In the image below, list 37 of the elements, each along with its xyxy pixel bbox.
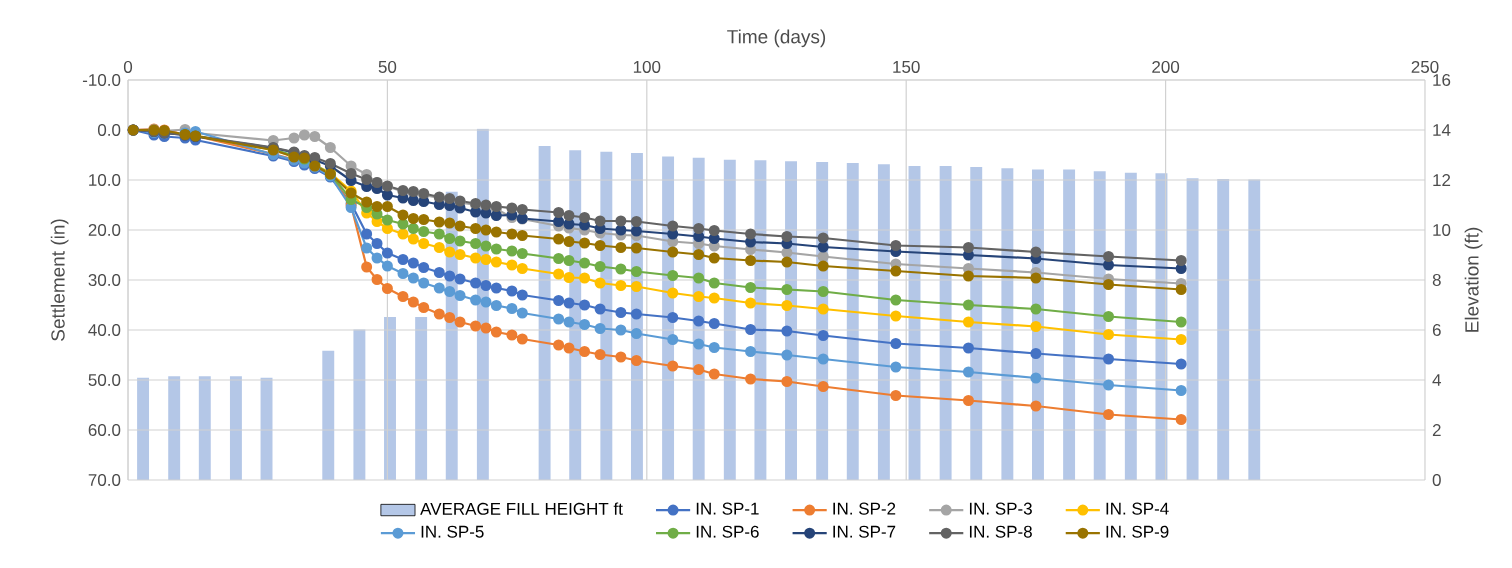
legend-label: IN. SP-3	[969, 502, 1032, 515]
legend-label: AVERAGE FILL HEIGHT ft	[420, 502, 623, 515]
legend-label: IN. SP-7	[833, 525, 896, 538]
y2-axis-title: Elevation (ft)	[1464, 227, 1483, 332]
y-tick-label: 20.0	[88, 223, 121, 237]
x-tick-label: 0	[123, 60, 133, 73]
legend-label: IN. SP-9	[1106, 525, 1169, 538]
y-tick-label: -10.0	[82, 74, 121, 87]
x-tick-label: 200	[1152, 60, 1180, 73]
y2-tick-label: 4	[1432, 374, 1442, 386]
y-tick-label: 10.0	[89, 173, 121, 187]
y-tick-label: 30.0	[88, 273, 121, 287]
legend-label: IN. SP-2	[833, 502, 896, 515]
x-axis-title: Time (days)	[727, 29, 826, 48]
y2-tick-label: 10	[1433, 223, 1451, 236]
x-tick-label: 250	[1411, 60, 1439, 73]
x-tick-label: 150	[893, 60, 920, 73]
legend-label: IN. SP-1	[696, 502, 759, 515]
y2-tick-label: 6	[1432, 323, 1441, 336]
x-tick-label: 50	[378, 60, 397, 73]
y2-tick-label: 16	[1433, 73, 1451, 86]
y2-tick-label: 2	[1432, 424, 1441, 436]
legend-label: IN. SP-5	[421, 525, 484, 538]
x-tick-label: 100	[633, 60, 661, 73]
legend-label: IN. SP-6	[696, 525, 759, 538]
legend-label: IN. SP-4	[1106, 502, 1169, 515]
y-tick-label: 60.0	[88, 423, 121, 436]
y2-tick-label: 14	[1433, 124, 1451, 136]
y-tick-label: 40.0	[88, 323, 121, 337]
y2-tick-label: 8	[1432, 273, 1441, 286]
y-tick-label: 0.0	[97, 123, 121, 137]
y-tick-label: 70.0	[88, 473, 121, 486]
legend-label: IN. SP-8	[969, 525, 1032, 538]
y-axis-title: Settlement (in)	[50, 219, 69, 341]
y2-tick-label: 0	[1432, 473, 1441, 486]
y-tick-label: 50.0	[88, 373, 121, 386]
y2-tick-label: 12	[1433, 174, 1451, 186]
